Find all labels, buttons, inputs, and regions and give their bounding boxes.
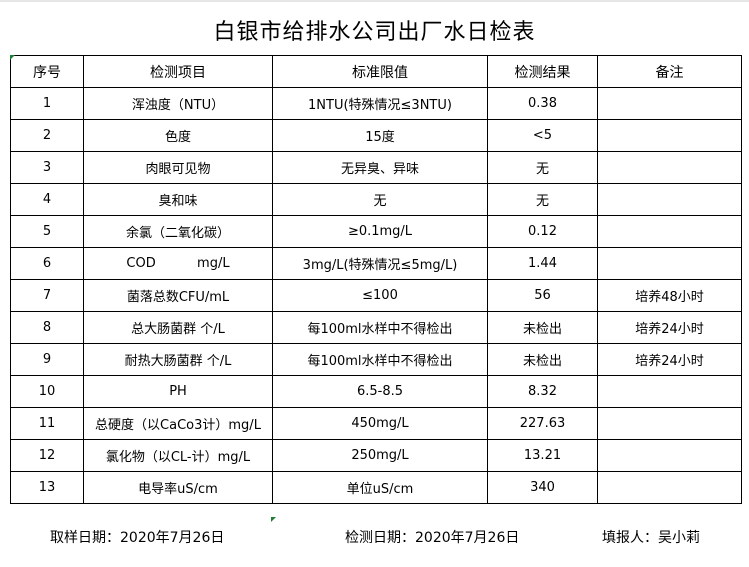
cell-marker (10, 55, 15, 60)
table-cell[interactable]: ≥0.1mg/L (272, 215, 488, 248)
table-cell[interactable]: 8 (10, 311, 84, 344)
table-row: 3 肉眼可见物 无异臭、异味无 (10, 151, 742, 184)
table-cell[interactable]: 340 (487, 471, 598, 504)
table-cell[interactable]: 250mg/L (272, 439, 488, 472)
table-cell[interactable]: 培养24小时 (597, 343, 742, 376)
table-cell[interactable]: 臭和味 (83, 183, 273, 216)
table-row: 13 电导率uS/cm 单位uS/cm 340 (10, 471, 742, 504)
table-cell[interactable]: 每100ml水样中不得检出 (272, 343, 488, 376)
table-cell[interactable]: 菌落总数CFU/mL (83, 279, 273, 312)
table-cell[interactable]: 56 (487, 279, 598, 312)
table-cell[interactable] (597, 247, 742, 280)
table-cell[interactable]: 未检出 (487, 343, 598, 376)
sheet-gridline (0, 0, 749, 2)
table-cell[interactable]: 无 (487, 151, 598, 184)
table-row: 5 余氯（二氧化碳） ≥0.1mg/L 0.12 (10, 215, 742, 248)
table-cell[interactable]: 3mg/L(特殊情况≤5mg/L) (272, 247, 488, 280)
table-cell[interactable]: 色度 (83, 119, 273, 152)
table-cell[interactable]: 无异臭、异味 (272, 151, 488, 184)
table-cell[interactable]: 培养24小时 (597, 311, 742, 344)
table-cell[interactable]: 电导率uS/cm (83, 471, 273, 504)
table-cell[interactable]: 7 (10, 279, 84, 312)
table-row: 7 菌落总数CFU/mL ≤100 56 培养48小时 (10, 279, 742, 312)
sample-date: 取样日期：2020年7月26日 (50, 530, 225, 546)
table-cell[interactable]: 12 (10, 439, 84, 472)
table-row: 4 臭和味无无 (10, 183, 742, 216)
table-cell[interactable] (597, 439, 742, 472)
header-cell[interactable]: 标准限值 (272, 55, 488, 88)
table-cell[interactable] (597, 87, 742, 120)
table-cell[interactable]: 浑浊度（NTU） (83, 87, 273, 120)
table-cell[interactable]: 0.12 (487, 215, 598, 248)
table-cell[interactable]: PH (83, 375, 273, 408)
table-cell[interactable]: 耐热大肠菌群 个/L (83, 343, 273, 376)
table-cell[interactable]: 2 (10, 119, 84, 152)
table-cell[interactable]: ≤100 (272, 279, 488, 312)
table-cell[interactable]: 总大肠菌群 个/L (83, 311, 273, 344)
table-cell[interactable]: 13.21 (487, 439, 598, 472)
header-cell[interactable]: 检测项目 (83, 55, 273, 88)
table-cell[interactable]: 6.5-8.5 (272, 375, 488, 408)
table-cell[interactable] (597, 215, 742, 248)
table-cell[interactable]: 1.44 (487, 247, 598, 280)
table-cell[interactable]: 余氯（二氧化碳） (83, 215, 273, 248)
reporter: 填报人：吴小莉 (602, 530, 700, 546)
table-cell[interactable]: 450mg/L (272, 407, 488, 440)
table-cell[interactable]: 11 (10, 407, 84, 440)
table-cell[interactable]: 单位uS/cm (272, 471, 488, 504)
table-row: 1 浑浊度（NTU） 1NTU(特殊情况≤3NTU) 0.38 (10, 87, 742, 120)
table-row: 2 色度 15度 <5 (10, 119, 742, 152)
table-cell[interactable]: 4 (10, 183, 84, 216)
inspection-table: 序号 检测项目 标准限值 检测结果 备注 1 浑浊度（NTU） 1NTU(特殊情况≤… (10, 55, 742, 504)
table-cell[interactable]: 13 (10, 471, 84, 504)
table-row: 8 总大肠菌群 个/L 每100ml水样中不得检出 未检出 培养24小时 (10, 311, 742, 344)
cell-marker (271, 517, 276, 522)
table-cell[interactable]: 8.32 (487, 375, 598, 408)
table-row: 6 COD mg/L 3mg/L(特殊情况≤5mg/L) 1.44 (10, 247, 742, 280)
table-cell[interactable]: 5 (10, 215, 84, 248)
table-cell[interactable]: 1NTU(特殊情况≤3NTU) (272, 87, 488, 120)
table-cell[interactable] (597, 151, 742, 184)
table-cell[interactable]: 无 (487, 183, 598, 216)
table-cell[interactable] (597, 407, 742, 440)
page-title: 白银市给排水公司出厂水日检表 (213, 20, 536, 45)
table-cell[interactable] (597, 119, 742, 152)
header-row: 序号 检测项目 标准限值 检测结果 备注 (10, 55, 742, 88)
table-cell[interactable] (597, 375, 742, 408)
table-cell[interactable]: 6 (10, 247, 84, 280)
table-cell[interactable]: 总硬度（以CaCo3计）mg/L (83, 407, 273, 440)
table-cell[interactable]: 无 (272, 183, 488, 216)
table-row: 12 氯化物（以CL-计）mg/L 250mg/L 13.21 (10, 439, 742, 472)
table-cell[interactable]: COD mg/L (83, 247, 273, 280)
table-cell[interactable]: 培养48小时 (597, 279, 742, 312)
table-cell[interactable]: 227.63 (487, 407, 598, 440)
table-cell[interactable]: 3 (10, 151, 84, 184)
header-cell[interactable]: 检测结果 (487, 55, 598, 88)
table-cell[interactable] (597, 471, 742, 504)
table-cell[interactable]: 肉眼可见物 (83, 151, 273, 184)
test-date: 检测日期：2020年7月26日 (345, 530, 520, 546)
table-cell[interactable]: 10 (10, 375, 84, 408)
header-cell[interactable]: 备注 (597, 55, 742, 88)
table-cell[interactable]: 1 (10, 87, 84, 120)
table-cell[interactable]: 9 (10, 343, 84, 376)
table-cell[interactable]: 未检出 (487, 311, 598, 344)
header-cell[interactable]: 序号 (10, 55, 84, 88)
table-row: 11 总硬度（以CaCo3计）mg/L 450mg/L 227.63 (10, 407, 742, 440)
table-cell[interactable]: 0.38 (487, 87, 598, 120)
table-row: 9 耐热大肠菌群 个/L 每100ml水样中不得检出 未检出 培养24小时 (10, 343, 742, 376)
table-cell[interactable]: 每100ml水样中不得检出 (272, 311, 488, 344)
table-row: 10 PH 6.5-8.5 8.32 (10, 375, 742, 408)
table-cell[interactable]: 氯化物（以CL-计）mg/L (83, 439, 273, 472)
table-cell[interactable]: <5 (487, 119, 598, 152)
table-cell[interactable]: 15度 (272, 119, 488, 152)
table-cell[interactable] (597, 183, 742, 216)
